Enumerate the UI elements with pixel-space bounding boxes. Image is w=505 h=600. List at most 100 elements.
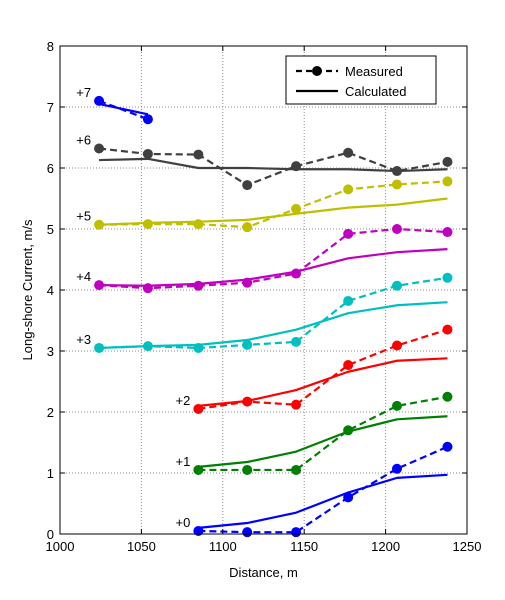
series-plus4-calculated-line	[99, 248, 448, 287]
offset-labels: +0 +1 +2 +3 +4 +5 +6 +7	[76, 85, 190, 530]
series-plus2-offset-label: +2	[176, 393, 191, 408]
series-plus2-measured-point	[391, 340, 402, 351]
x-tick-label: 1150	[290, 539, 318, 554]
series-plus3-measured-point	[94, 342, 105, 353]
series-plus6-calculated-line	[99, 157, 448, 173]
series-plus5-offset-label: +5	[76, 209, 91, 224]
series-plus2-calculated-line	[198, 357, 448, 407]
series-plus1-calculated-line	[198, 415, 448, 468]
legend-measured-marker	[312, 66, 322, 76]
y-tick-label: 1	[47, 466, 54, 481]
series-plus4-measured-point	[242, 277, 253, 288]
y-tick-label: 5	[47, 222, 54, 237]
series-plus2-measured-point	[242, 396, 253, 407]
series-plus4-measured-line	[99, 227, 448, 290]
series-plus3-measured-point	[343, 295, 354, 306]
series-plus4	[94, 224, 453, 294]
series-plus4-measured-point	[193, 280, 204, 291]
series-plus5-measured-point	[94, 219, 105, 230]
series-plus5	[94, 176, 453, 233]
series-plus4-measured-point	[94, 280, 105, 291]
series-plus2	[193, 324, 453, 414]
y-tick-label: 7	[47, 100, 54, 115]
x-tick-label: 1100	[209, 539, 237, 554]
series-plus0-calculated-line	[198, 473, 448, 529]
series-plus3-measured-point	[242, 339, 253, 350]
y-tick-label: 3	[47, 344, 54, 359]
series-plus3-measured-point	[442, 272, 453, 283]
series-plus5-measured-point	[193, 219, 204, 230]
series-plus5-measured-point	[291, 203, 302, 214]
series-plus0-measured-point	[343, 492, 354, 503]
series-plus6-measured-point	[391, 166, 402, 177]
series-plus4-measured-point	[142, 283, 153, 294]
series-plus5-measured-point	[343, 184, 354, 195]
series-plus2-measured-point	[442, 324, 453, 335]
series-plus5-calculated-line	[99, 197, 448, 226]
series-plus7-measured-point	[94, 95, 105, 106]
series-plus0-measured-point	[391, 463, 402, 474]
series-plus6-measured-point	[242, 180, 253, 191]
series-plus0	[193, 441, 453, 538]
series-plus2-measured-line	[198, 328, 448, 411]
series-plus5-measured-point	[442, 176, 453, 187]
series-plus0-measured-point	[193, 525, 204, 536]
series-plus6-measured-point	[343, 147, 354, 158]
series-plus7-measured-point	[142, 114, 153, 125]
series-plus5-measured-line	[99, 180, 448, 229]
series-plus1-measured-point	[391, 400, 402, 411]
series-plus7	[94, 95, 153, 125]
y-tick-label: 6	[47, 161, 54, 176]
series-plus6-measured-point	[193, 149, 204, 160]
x-tick-label: 1050	[127, 539, 156, 554]
x-tick-label: 1250	[453, 539, 482, 554]
y-tick-label: 4	[47, 283, 54, 298]
series-plus1-measured-point	[442, 391, 453, 402]
series-plus6-offset-label: +6	[76, 132, 91, 147]
series-plus5-measured-point	[391, 179, 402, 190]
series-plus2-measured-point	[343, 360, 354, 371]
series-plus3-measured-point	[391, 280, 402, 291]
series-plus4-measured-point	[391, 224, 402, 234]
series-plus4-offset-label: +4	[76, 269, 91, 284]
series-plus4-measured-point	[442, 227, 453, 238]
series-plus6	[94, 143, 453, 191]
series-plus3-measured-point	[193, 342, 204, 353]
series-plus6-measured-point	[291, 161, 302, 172]
series-plus1-measured-line	[198, 395, 448, 472]
series-plus3-measured-point	[291, 336, 302, 347]
series-plus0-measured-point	[291, 527, 302, 538]
series-plus5-measured-point	[142, 219, 153, 230]
y-tick-label: 8	[47, 39, 54, 54]
series-plus3-offset-label: +3	[76, 332, 91, 347]
series-plus1-measured-point	[193, 464, 204, 475]
x-tick-label: 1000	[46, 539, 75, 554]
series-plus1-measured-point	[343, 425, 354, 436]
y-axis-label: Long-shore Current, m/s	[20, 219, 35, 360]
legend-box	[285, 55, 437, 105]
series-plus4-measured-point	[343, 228, 354, 239]
series-plus1	[193, 391, 453, 475]
series-plus6-measured-point	[94, 143, 105, 154]
x-axis-label: Distance, m	[229, 565, 298, 580]
y-tick-label: 0	[47, 527, 54, 542]
series-plus3-measured-point	[142, 341, 153, 352]
series-plus6-measured-line	[98, 147, 448, 187]
series-plus4-measured-point	[291, 268, 302, 279]
series-plus7-offset-label: +7	[76, 85, 91, 100]
legend-measured-label: Measured	[345, 64, 403, 79]
series-plus3-measured-line	[99, 276, 448, 350]
series-layer	[94, 95, 453, 538]
series-plus6-measured-point	[142, 148, 153, 159]
legend-calculated-label: Calculated	[345, 84, 406, 99]
series-plus6-measured-point	[442, 156, 453, 167]
series-plus7-measured-line	[98, 99, 149, 121]
series-plus3	[94, 272, 453, 353]
x-tick-label: 1200	[371, 539, 400, 554]
legend: Measured Calculated	[285, 55, 437, 105]
series-plus1-measured-point	[291, 464, 302, 475]
series-plus1-offset-label: +1	[176, 454, 191, 469]
y-tick-label: 2	[47, 405, 54, 420]
series-plus0-measured-point	[242, 527, 253, 538]
